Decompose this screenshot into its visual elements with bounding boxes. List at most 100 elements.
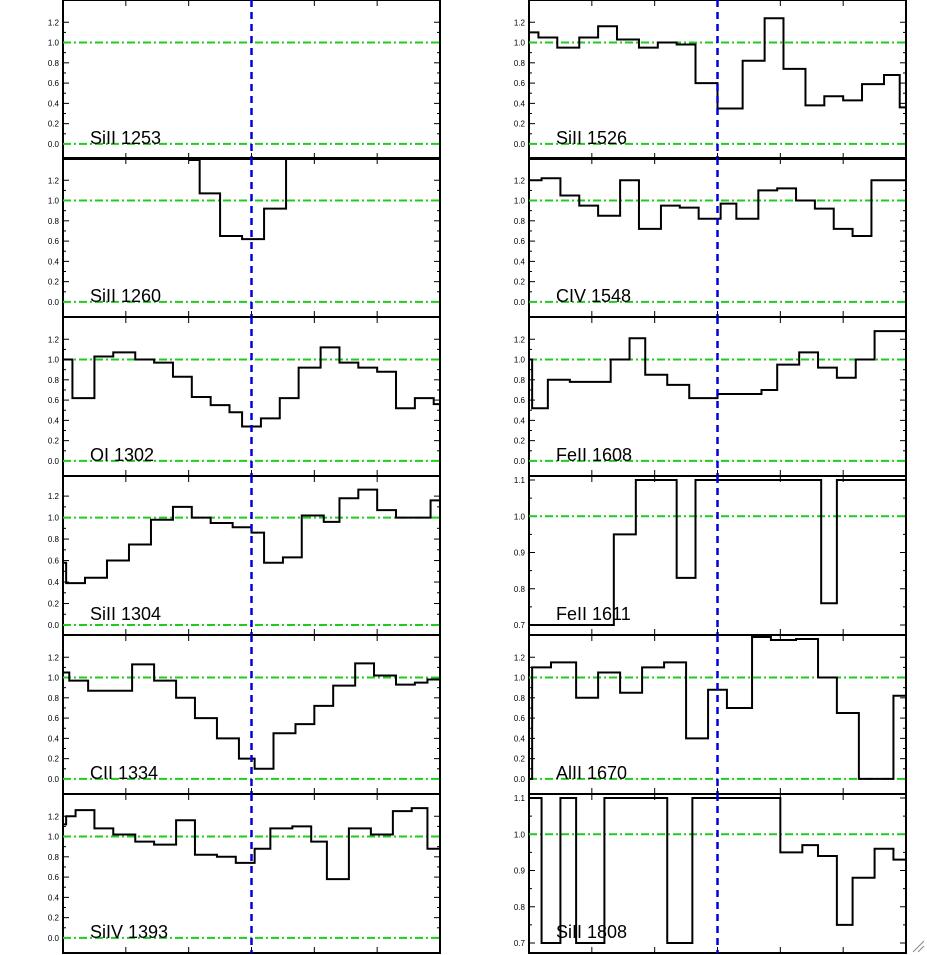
transition-label: SiII 1808	[556, 922, 627, 942]
transition-label: SiII 1253	[90, 128, 161, 148]
y-tick-label: 0.0	[48, 775, 60, 784]
y-tick-label: 0.6	[514, 396, 526, 405]
spectrum-line	[63, 662, 440, 770]
y-tick-label: 0.2	[514, 278, 526, 287]
y-tick-label: 1.2	[514, 653, 526, 662]
y-tick-label: 0.0	[48, 934, 60, 943]
y-tick-label: 0.4	[48, 99, 60, 108]
y-tick-label: 1.0	[48, 197, 60, 206]
y-tick-label: 0.6	[48, 714, 60, 723]
y-tick-label: 0.6	[514, 237, 526, 246]
spectrum-line	[529, 177, 906, 238]
panel-8: 0.0 0.2 0.4 0.6 0.8 1.0 1.2 FeII 1608	[514, 316, 907, 477]
y-tick-label: 0.2	[48, 437, 60, 446]
y-tick-label: 0.0	[514, 775, 526, 784]
y-tick-label: 0.0	[514, 457, 526, 466]
y-tick-label: 1.2	[48, 812, 60, 821]
panel-0: 0.0 0.2 0.4 0.6 0.8 1.0 1.2 SiII 1253	[48, 0, 441, 160]
y-tick-label: 0.2	[48, 278, 60, 287]
y-tick-label: 0.8	[514, 694, 526, 703]
y-tick-label: 1.2	[514, 18, 526, 27]
y-tick-label: 1.0	[514, 39, 526, 48]
panel-4: 0.0 0.2 0.4 0.6 0.8 1.0 1.2 CII 1334	[48, 634, 441, 795]
y-tick-label: 0.8	[48, 59, 60, 68]
y-tick-label: 0.0	[48, 457, 60, 466]
transition-label: FeII 1611	[556, 604, 631, 624]
y-tick-label: 0.8	[48, 694, 60, 703]
y-tick-label: 1.2	[48, 492, 60, 501]
y-tick-label: 0.4	[48, 578, 60, 587]
y-tick-label: 0.4	[48, 734, 60, 743]
y-tick-label: 1.2	[48, 176, 60, 185]
panel-10: 0.0 0.2 0.4 0.6 0.8 1.0 1.2 AlII 1670	[514, 634, 907, 795]
spectrum-line	[529, 330, 906, 410]
y-tick-label: 0.8	[48, 376, 60, 385]
transition-label: CIV 1548	[556, 286, 631, 306]
y-tick-label: 0.2	[48, 914, 60, 923]
y-tick-label: 0.0	[48, 621, 60, 630]
panel-1: 0.0 0.2 0.4 0.6 0.8 1.0 1.2 SiII 1260	[48, 157, 441, 318]
y-tick-label: 0.2	[48, 120, 60, 129]
y-tick-label: 0.7	[514, 621, 526, 630]
y-tick-label: 1.0	[514, 356, 526, 365]
y-tick-label: 1.0	[48, 39, 60, 48]
y-tick-label: 0.0	[514, 140, 526, 149]
spectrum-line	[529, 797, 906, 944]
y-tick-label: 1.1	[514, 476, 526, 485]
spectrum-line	[529, 479, 906, 626]
spectrum-line	[63, 807, 440, 881]
y-tick-label: 0.8	[514, 903, 526, 912]
transition-label: SiII 1260	[90, 286, 161, 306]
resize-grip-icon[interactable]	[911, 939, 925, 953]
panel-6: 0.0 0.2 0.4 0.6 0.8 1.0 1.2 SiII 1526	[514, 0, 907, 160]
transition-label: SiII 1526	[556, 128, 627, 148]
y-tick-label: 0.2	[48, 600, 60, 609]
y-tick-label: 0.0	[48, 298, 60, 307]
y-tick-label: 0.9	[514, 867, 526, 876]
y-tick-label: 0.9	[514, 549, 526, 558]
y-tick-label: 0.6	[48, 396, 60, 405]
y-tick-label: 0.6	[514, 714, 526, 723]
y-tick-label: 0.6	[48, 237, 60, 246]
y-tick-label: 1.0	[514, 197, 526, 206]
y-tick-label: 0.0	[514, 298, 526, 307]
y-tick-label: 0.6	[514, 79, 526, 88]
y-tick-label: 0.2	[48, 755, 60, 764]
transition-label: SiII 1304	[90, 604, 161, 624]
y-tick-label: 1.2	[48, 335, 60, 344]
y-tick-label: 0.4	[48, 257, 60, 266]
panel-2: 0.0 0.2 0.4 0.6 0.8 1.0 1.2 OI 1302	[48, 316, 441, 477]
y-tick-label: 0.4	[514, 734, 526, 743]
y-tick-label: 1.2	[48, 18, 60, 27]
y-tick-label: 0.6	[48, 557, 60, 566]
y-tick-label: 0.8	[48, 535, 60, 544]
transition-label: SiIV 1393	[90, 922, 168, 942]
y-tick-label: 0.7	[514, 939, 526, 948]
y-tick-label: 0.8	[514, 217, 526, 226]
panel-7: 0.0 0.2 0.4 0.6 0.8 1.0 1.2 CIV 1548	[514, 157, 907, 318]
y-tick-label: 0.6	[48, 873, 60, 882]
transition-label: FeII 1608	[556, 445, 632, 465]
y-tick-label: 1.0	[514, 830, 526, 839]
y-tick-label: 0.4	[48, 893, 60, 902]
panel-9: 0.7 0.8 0.9 1.0 1.1 FeII 1611	[514, 475, 907, 636]
y-tick-label: 0.0	[48, 140, 60, 149]
transition-label: AlII 1670	[556, 763, 627, 783]
y-tick-label: 0.2	[514, 437, 526, 446]
y-tick-label: 0.8	[514, 585, 526, 594]
y-tick-label: 0.8	[514, 59, 526, 68]
transition-label: CII 1334	[90, 763, 158, 783]
y-tick-label: 1.0	[48, 674, 60, 683]
y-tick-label: 1.0	[514, 512, 526, 521]
y-tick-label: 0.2	[514, 120, 526, 129]
y-tick-label: 0.8	[514, 376, 526, 385]
y-tick-label: 1.0	[48, 356, 60, 365]
spectrum-line	[188, 158, 288, 241]
y-tick-label: 0.8	[48, 217, 60, 226]
y-tick-label: 1.1	[514, 794, 526, 803]
